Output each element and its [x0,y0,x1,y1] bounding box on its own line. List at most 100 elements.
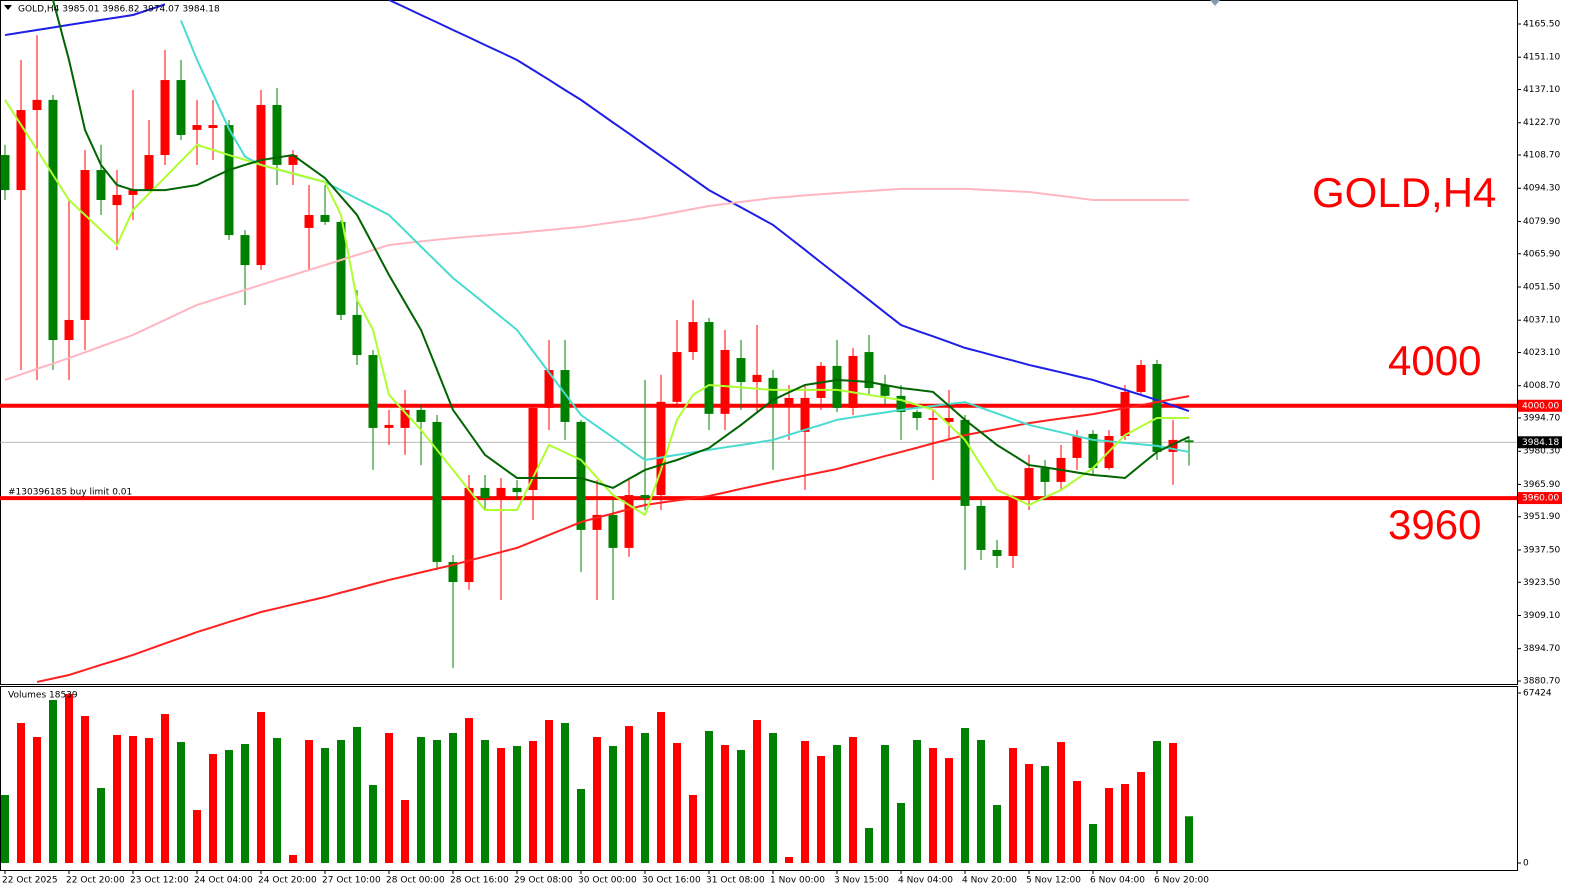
volume-bar [1057,742,1065,863]
volume-bar [737,749,745,863]
volume-bar [65,694,73,863]
volume-bar [1073,781,1081,863]
main-panel [0,0,1518,685]
candle-body [512,487,522,493]
volume-bar [945,758,953,863]
candle-body [80,170,90,320]
x-tick-label: 4 Nov 20:00 [962,876,1017,886]
candle-body [528,407,538,490]
volume-bar [225,749,233,863]
volume-title: Volumes 18539 [8,691,78,701]
y-tick-label: 4023.10 [1523,348,1560,358]
volume-bar [1169,743,1177,863]
volume-bar [273,737,281,863]
candle-body [1136,364,1146,392]
candle-body [272,104,282,165]
volume-bar [321,748,329,863]
x-tick-label: 24 Oct 04:00 [194,876,253,886]
y-tick-label: 4151.10 [1523,53,1560,63]
indicator-line [4,187,1189,381]
order-note: #130396185 buy limit 0.01 [8,488,132,498]
volume-bar [433,740,441,863]
y-tick-label: 4108.70 [1523,151,1560,161]
volume-bar [561,723,569,863]
candle-body [896,395,906,413]
y-tick-label: 4079.90 [1523,217,1560,227]
volume-bar [641,732,649,863]
menu-arrow [4,5,12,10]
x-tick-label: 27 Oct 10:00 [322,876,381,886]
candle-body [480,487,490,499]
x-tick-label: 22 Oct 2025 [2,876,58,886]
candle-body [464,487,474,583]
volume-bar [33,737,41,863]
candle-body [432,421,442,562]
axes: 4165.50 4151.10 4137.10 4122.70 4108.70 4094.… [2,19,1562,886]
x-tick-label: 6 Nov 20:00 [1154,876,1209,886]
candle-body [176,80,186,135]
y-tick-label: 3937.50 [1523,545,1560,555]
volume-bar [449,732,457,863]
volume-tick-label: 67424 [1523,689,1552,699]
candle-body [672,352,682,402]
candle-body [1072,436,1082,458]
volume-bar [673,743,681,863]
level-annotation: 4000 [1388,337,1481,384]
candle-body [112,194,122,206]
level-label-box [1518,492,1562,505]
candle-body [688,322,698,353]
candle-body [960,419,970,506]
candle-body [16,110,26,191]
volume-bar [657,711,665,863]
volume-bar [1185,816,1193,863]
candle-body [848,355,858,408]
candle-body [1168,439,1178,452]
x-tick-label: 23 Oct 12:00 [130,876,189,886]
candle-body [400,409,410,428]
candle-body [48,99,58,341]
candle-body [928,418,938,420]
volume-bar [81,716,89,863]
volume-bar [833,745,841,863]
candle-body [192,125,202,130]
level-label: 3960.00 [1522,494,1559,504]
candle-body [1024,468,1034,499]
volume-bar [1,794,9,863]
y-tick-label: 4037.10 [1523,316,1560,326]
volume-bar [881,745,889,863]
volume-bar [769,732,777,863]
level-label-box [1518,399,1562,412]
candle-body [752,374,762,383]
candle-body [800,397,810,432]
scroll-marker [1210,0,1220,6]
volume-bar [849,737,857,863]
x-tick-label: 1 Nov 00:00 [770,876,825,886]
volume-bar [145,737,153,863]
candle-body [336,221,346,315]
volume-bar [401,799,409,863]
volume-bar [417,737,425,863]
last-price-box [1518,436,1562,449]
x-tick-label: 30 Oct 00:00 [578,876,637,886]
candle-body [304,215,314,228]
candle-body [288,155,298,165]
volume-bar [481,740,489,863]
candle-body [576,421,586,530]
volume-bar [97,787,105,863]
volume-bar [705,731,713,863]
x-tick-label: 28 Oct 16:00 [450,876,509,886]
candle-body [1008,498,1018,556]
volume-bar [817,755,825,863]
volume-bar [161,714,169,863]
level-label: 4000.00 [1522,401,1559,411]
x-tick-label: 24 Oct 20:00 [258,876,317,886]
volume-bar [913,740,921,863]
volume-bar [753,720,761,863]
volume-bar [305,740,313,863]
y-tick-label: 3965.90 [1523,480,1560,490]
volume-bar [1041,766,1049,863]
indicator-line [180,20,1190,462]
candle-body [1088,433,1098,469]
candle-body [128,190,138,195]
candle-body [736,358,746,383]
